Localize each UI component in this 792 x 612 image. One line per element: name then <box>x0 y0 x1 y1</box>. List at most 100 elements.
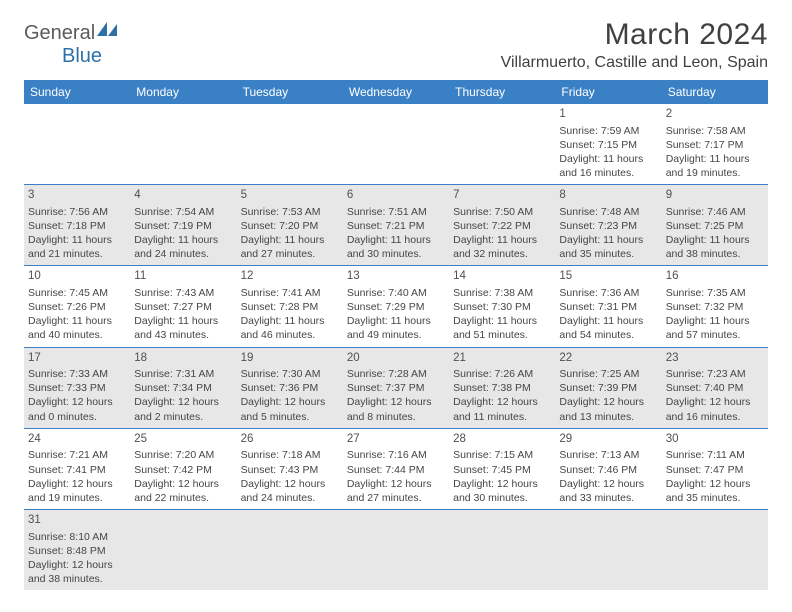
sunrise-text: Sunrise: 7:50 AM <box>453 205 551 219</box>
sunrise-text: Sunrise: 7:59 AM <box>559 124 657 138</box>
sunrise-text: Sunrise: 7:56 AM <box>28 205 126 219</box>
day-number: 14 <box>453 269 551 285</box>
daylight1-text: Daylight: 11 hours <box>666 152 764 166</box>
calendar-day-cell: 23Sunrise: 7:23 AMSunset: 7:40 PMDayligh… <box>662 347 768 428</box>
daylight1-text: Daylight: 12 hours <box>241 477 339 491</box>
sunset-text: Sunset: 7:22 PM <box>453 219 551 233</box>
sunset-text: Sunset: 8:48 PM <box>28 544 126 558</box>
daylight2-text: and 11 minutes. <box>453 410 551 424</box>
day-number: 12 <box>241 269 339 285</box>
day-number: 16 <box>666 269 764 285</box>
calendar-day-cell: 7Sunrise: 7:50 AMSunset: 7:22 PMDaylight… <box>449 185 555 266</box>
sunrise-text: Sunrise: 7:53 AM <box>241 205 339 219</box>
daylight2-text: and 51 minutes. <box>453 328 551 342</box>
sunset-text: Sunset: 7:36 PM <box>241 381 339 395</box>
sunset-text: Sunset: 7:21 PM <box>347 219 445 233</box>
calendar-day-cell: 21Sunrise: 7:26 AMSunset: 7:38 PMDayligh… <box>449 347 555 428</box>
daylight1-text: Daylight: 12 hours <box>453 395 551 409</box>
sunrise-text: Sunrise: 7:58 AM <box>666 124 764 138</box>
calendar-empty-cell <box>449 510 555 591</box>
sunrise-text: Sunrise: 7:43 AM <box>134 286 232 300</box>
calendar-day-cell: 19Sunrise: 7:30 AMSunset: 7:36 PMDayligh… <box>237 347 343 428</box>
sunrise-text: Sunrise: 7:20 AM <box>134 448 232 462</box>
day-number: 7 <box>453 188 551 204</box>
day-number: 11 <box>134 269 232 285</box>
daylight1-text: Daylight: 12 hours <box>347 477 445 491</box>
daylight2-text: and 19 minutes. <box>28 491 126 505</box>
calendar-day-cell: 31Sunrise: 8:10 AMSunset: 8:48 PMDayligh… <box>24 510 130 591</box>
daylight2-text: and 30 minutes. <box>453 491 551 505</box>
sunset-text: Sunset: 7:26 PM <box>28 300 126 314</box>
daylight1-text: Daylight: 11 hours <box>453 233 551 247</box>
sunrise-text: Sunrise: 7:41 AM <box>241 286 339 300</box>
daylight2-text: and 21 minutes. <box>28 247 126 261</box>
daylight2-text: and 27 minutes. <box>241 247 339 261</box>
day-number: 19 <box>241 351 339 367</box>
daylight1-text: Daylight: 11 hours <box>241 233 339 247</box>
sunset-text: Sunset: 7:20 PM <box>241 219 339 233</box>
calendar-empty-cell <box>555 510 661 591</box>
calendar-week-row: 1Sunrise: 7:59 AMSunset: 7:15 PMDaylight… <box>24 104 768 185</box>
calendar-empty-cell <box>130 510 236 591</box>
calendar-day-cell: 12Sunrise: 7:41 AMSunset: 7:28 PMDayligh… <box>237 266 343 347</box>
day-number: 10 <box>28 269 126 285</box>
sunset-text: Sunset: 7:19 PM <box>134 219 232 233</box>
calendar-empty-cell <box>343 104 449 185</box>
sunset-text: Sunset: 7:30 PM <box>453 300 551 314</box>
calendar-table: SundayMondayTuesdayWednesdayThursdayFrid… <box>24 80 768 590</box>
calendar-day-cell: 13Sunrise: 7:40 AMSunset: 7:29 PMDayligh… <box>343 266 449 347</box>
sunset-text: Sunset: 7:17 PM <box>666 138 764 152</box>
day-number: 15 <box>559 269 657 285</box>
sunrise-text: Sunrise: 7:21 AM <box>28 448 126 462</box>
sunset-text: Sunset: 7:33 PM <box>28 381 126 395</box>
day-header: Saturday <box>662 80 768 104</box>
day-number: 26 <box>241 432 339 448</box>
daylight2-text: and 0 minutes. <box>28 410 126 424</box>
daylight1-text: Daylight: 11 hours <box>28 233 126 247</box>
sunset-text: Sunset: 7:27 PM <box>134 300 232 314</box>
sunrise-text: Sunrise: 7:36 AM <box>559 286 657 300</box>
sunrise-text: Sunrise: 7:30 AM <box>241 367 339 381</box>
sunrise-text: Sunrise: 7:15 AM <box>453 448 551 462</box>
day-number: 13 <box>347 269 445 285</box>
day-header: Friday <box>555 80 661 104</box>
sunrise-text: Sunrise: 7:40 AM <box>347 286 445 300</box>
calendar-week-row: 24Sunrise: 7:21 AMSunset: 7:41 PMDayligh… <box>24 428 768 509</box>
daylight1-text: Daylight: 12 hours <box>666 395 764 409</box>
calendar-empty-cell <box>449 104 555 185</box>
sunrise-text: Sunrise: 7:25 AM <box>559 367 657 381</box>
sunset-text: Sunset: 7:18 PM <box>28 219 126 233</box>
logo-text-general: General <box>24 22 95 44</box>
sunset-text: Sunset: 7:40 PM <box>666 381 764 395</box>
day-number: 23 <box>666 351 764 367</box>
sunset-text: Sunset: 7:44 PM <box>347 463 445 477</box>
calendar-day-cell: 27Sunrise: 7:16 AMSunset: 7:44 PMDayligh… <box>343 428 449 509</box>
sunset-text: Sunset: 7:39 PM <box>559 381 657 395</box>
day-number: 4 <box>134 188 232 204</box>
calendar-body: 1Sunrise: 7:59 AMSunset: 7:15 PMDaylight… <box>24 104 768 590</box>
daylight2-text: and 22 minutes. <box>134 491 232 505</box>
daylight1-text: Daylight: 11 hours <box>347 314 445 328</box>
location-text: Villarmuerto, Castille and Leon, Spain <box>501 54 768 72</box>
day-number: 22 <box>559 351 657 367</box>
day-header: Thursday <box>449 80 555 104</box>
daylight1-text: Daylight: 11 hours <box>28 314 126 328</box>
calendar-header-row: SundayMondayTuesdayWednesdayThursdayFrid… <box>24 80 768 104</box>
calendar-week-row: 10Sunrise: 7:45 AMSunset: 7:26 PMDayligh… <box>24 266 768 347</box>
daylight1-text: Daylight: 12 hours <box>28 558 126 572</box>
day-number: 18 <box>134 351 232 367</box>
day-number: 17 <box>28 351 126 367</box>
daylight2-text: and 5 minutes. <box>241 410 339 424</box>
daylight1-text: Daylight: 12 hours <box>666 477 764 491</box>
calendar-empty-cell <box>343 510 449 591</box>
daylight1-text: Daylight: 11 hours <box>559 233 657 247</box>
calendar-day-cell: 28Sunrise: 7:15 AMSunset: 7:45 PMDayligh… <box>449 428 555 509</box>
day-number: 25 <box>134 432 232 448</box>
daylight1-text: Daylight: 11 hours <box>241 314 339 328</box>
month-title: March 2024 <box>501 18 768 52</box>
daylight2-text: and 32 minutes. <box>453 247 551 261</box>
day-header: Sunday <box>24 80 130 104</box>
daylight2-text: and 16 minutes. <box>666 410 764 424</box>
day-number: 21 <box>453 351 551 367</box>
sunset-text: Sunset: 7:38 PM <box>453 381 551 395</box>
